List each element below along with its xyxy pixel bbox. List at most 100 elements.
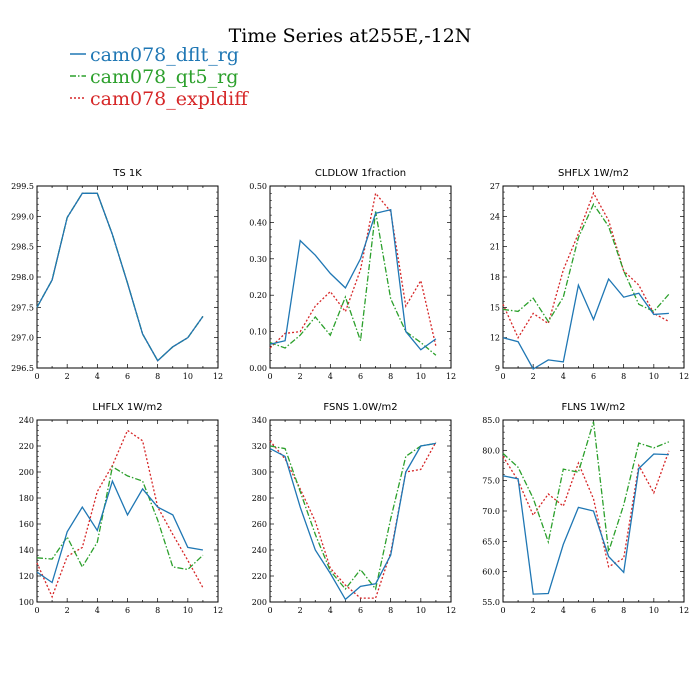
x-tick-label: 8 <box>621 372 626 381</box>
series-line-cam078-expldiff <box>269 440 437 599</box>
series-line-cam078-expldiff <box>36 429 204 599</box>
x-tick-label: 0 <box>34 606 39 615</box>
panel-title: CLDLOW 1fraction <box>315 168 406 179</box>
x-tick-label: 8 <box>388 606 393 615</box>
y-tick-label: 0.50 <box>249 182 267 191</box>
panel-cldlow: CLDLOW 1fraction 0 2 4 6 8 10 12 0.00 0.10 0.20 0.3… <box>249 168 456 381</box>
y-tick-label: 240 <box>252 546 267 555</box>
x-tick-label: 0 <box>267 372 272 381</box>
y-tick-label: 340 <box>252 416 267 425</box>
y-tick-label: 220 <box>252 572 267 581</box>
panel-title: LHFLX 1W/m2 <box>92 402 162 413</box>
x-tick-label: 8 <box>621 606 626 615</box>
legend-label-dflt: cam078_dflt_rg <box>90 44 239 66</box>
panel-flns: FLNS 1W/m2 0 2 4 6 8 10 12 55.0 60.0 65.0 70.0 75.0 8… <box>482 402 689 615</box>
panel-title: TS 1K <box>112 168 142 179</box>
y-tick-label: 0.40 <box>249 218 267 227</box>
x-tick-label: 2 <box>531 606 536 615</box>
x-tick-label: 6 <box>358 372 363 381</box>
series-line-cam078-dflt-rg <box>36 192 204 362</box>
series-line-cam078-qt5-rg <box>269 211 437 356</box>
y-tick-label: 300 <box>252 468 267 477</box>
y-tick-label: 15 <box>490 303 500 312</box>
panel-title: FLNS 1W/m2 <box>561 402 625 413</box>
x-tick-label: 10 <box>416 372 426 381</box>
x-tick-label: 4 <box>95 372 100 381</box>
x-tick-label: 4 <box>328 606 333 615</box>
y-tick-label: 100 <box>19 598 34 607</box>
y-tick-label: 21 <box>490 243 500 252</box>
y-tick-label: 240 <box>19 416 34 425</box>
x-tick-label: 4 <box>561 606 566 615</box>
x-tick-label: 12 <box>213 606 223 615</box>
x-tick-label: 2 <box>65 606 70 615</box>
y-tick-label: 180 <box>19 494 34 503</box>
x-tick-label: 8 <box>155 372 160 381</box>
y-tick-label: 0.20 <box>249 291 267 300</box>
y-tick-label: 200 <box>252 598 267 607</box>
x-tick-label: 8 <box>155 606 160 615</box>
series-line-cam078-qt5-rg <box>36 192 204 362</box>
x-tick-label: 2 <box>298 372 303 381</box>
series-line-cam078-qt5-rg <box>36 465 204 571</box>
series-line-cam078-dflt-rg <box>36 479 204 584</box>
panel-title: SHFLX 1W/m2 <box>558 168 629 179</box>
x-tick-label: 6 <box>591 372 596 381</box>
panel-ts: TS 1K 0 2 4 6 8 10 12 296.5 297.0 297.5 298.0 298.5 2… <box>11 168 223 381</box>
y-tick-label: 280 <box>252 494 267 503</box>
y-tick-label: 80.0 <box>482 446 500 455</box>
y-tick-label: 140 <box>19 546 34 555</box>
x-tick-label: 2 <box>531 372 536 381</box>
x-tick-label: 6 <box>358 606 363 615</box>
x-tick-label: 0 <box>34 372 39 381</box>
x-tick-label: 12 <box>446 372 456 381</box>
y-tick-label: 55.0 <box>482 598 500 607</box>
x-tick-label: 10 <box>649 606 659 615</box>
x-tick-label: 2 <box>65 372 70 381</box>
plot-frame <box>36 185 219 369</box>
y-tick-label: 0.10 <box>249 328 267 337</box>
plot-frame <box>502 185 685 369</box>
y-tick-label: 297.5 <box>11 303 34 312</box>
series-line-cam078-expldiff <box>502 191 670 340</box>
y-tick-label: 0.30 <box>249 255 267 264</box>
y-tick-label: 120 <box>19 572 34 581</box>
x-tick-label: 0 <box>500 372 505 381</box>
y-tick-label: 60.0 <box>482 568 500 577</box>
x-tick-label: 0 <box>267 606 272 615</box>
legend-label-expldiff: cam078_expldiff <box>90 88 249 110</box>
y-tick-label: 260 <box>252 520 267 529</box>
panel-lhflx: LHFLX 1W/m2 0 2 4 6 8 10 12 100 120 140 160 180 200 22… <box>19 402 223 615</box>
x-tick-label: 10 <box>183 606 193 615</box>
y-tick-label: 298.0 <box>11 273 34 282</box>
y-tick-label: 24 <box>490 212 500 221</box>
series-line-cam078-expldiff <box>269 191 437 349</box>
y-tick-label: 9 <box>495 364 500 373</box>
x-tick-label: 2 <box>298 606 303 615</box>
x-tick-label: 10 <box>183 372 193 381</box>
y-tick-label: 297.0 <box>11 334 34 343</box>
x-tick-label: 4 <box>561 372 566 381</box>
legend: cam078_dflt_rg cam078_qt5_rg cam078_expl… <box>70 44 249 110</box>
x-tick-label: 10 <box>416 606 426 615</box>
y-tick-label: 70.0 <box>482 507 500 516</box>
y-tick-label: 296.5 <box>11 364 34 373</box>
x-tick-label: 8 <box>388 372 393 381</box>
x-tick-label: 6 <box>125 606 130 615</box>
panel-title: FSNS 1.0W/m2 <box>323 402 397 413</box>
y-tick-label: 299.0 <box>11 212 34 221</box>
series-line-cam078-dflt-rg <box>502 277 669 370</box>
x-tick-label: 12 <box>679 372 689 381</box>
y-tick-label: 160 <box>19 520 34 529</box>
y-tick-label: 27 <box>490 182 500 191</box>
series-line-cam078-dflt-rg <box>502 453 669 595</box>
y-tick-label: 0.00 <box>249 364 267 373</box>
x-tick-label: 6 <box>591 606 596 615</box>
y-tick-label: 18 <box>490 273 500 282</box>
figure-title: Time Series at255E,-12N <box>229 25 472 47</box>
y-tick-label: 299.5 <box>11 182 34 191</box>
legend-label-qt5: cam078_qt5_rg <box>90 66 238 88</box>
x-tick-label: 6 <box>125 372 130 381</box>
